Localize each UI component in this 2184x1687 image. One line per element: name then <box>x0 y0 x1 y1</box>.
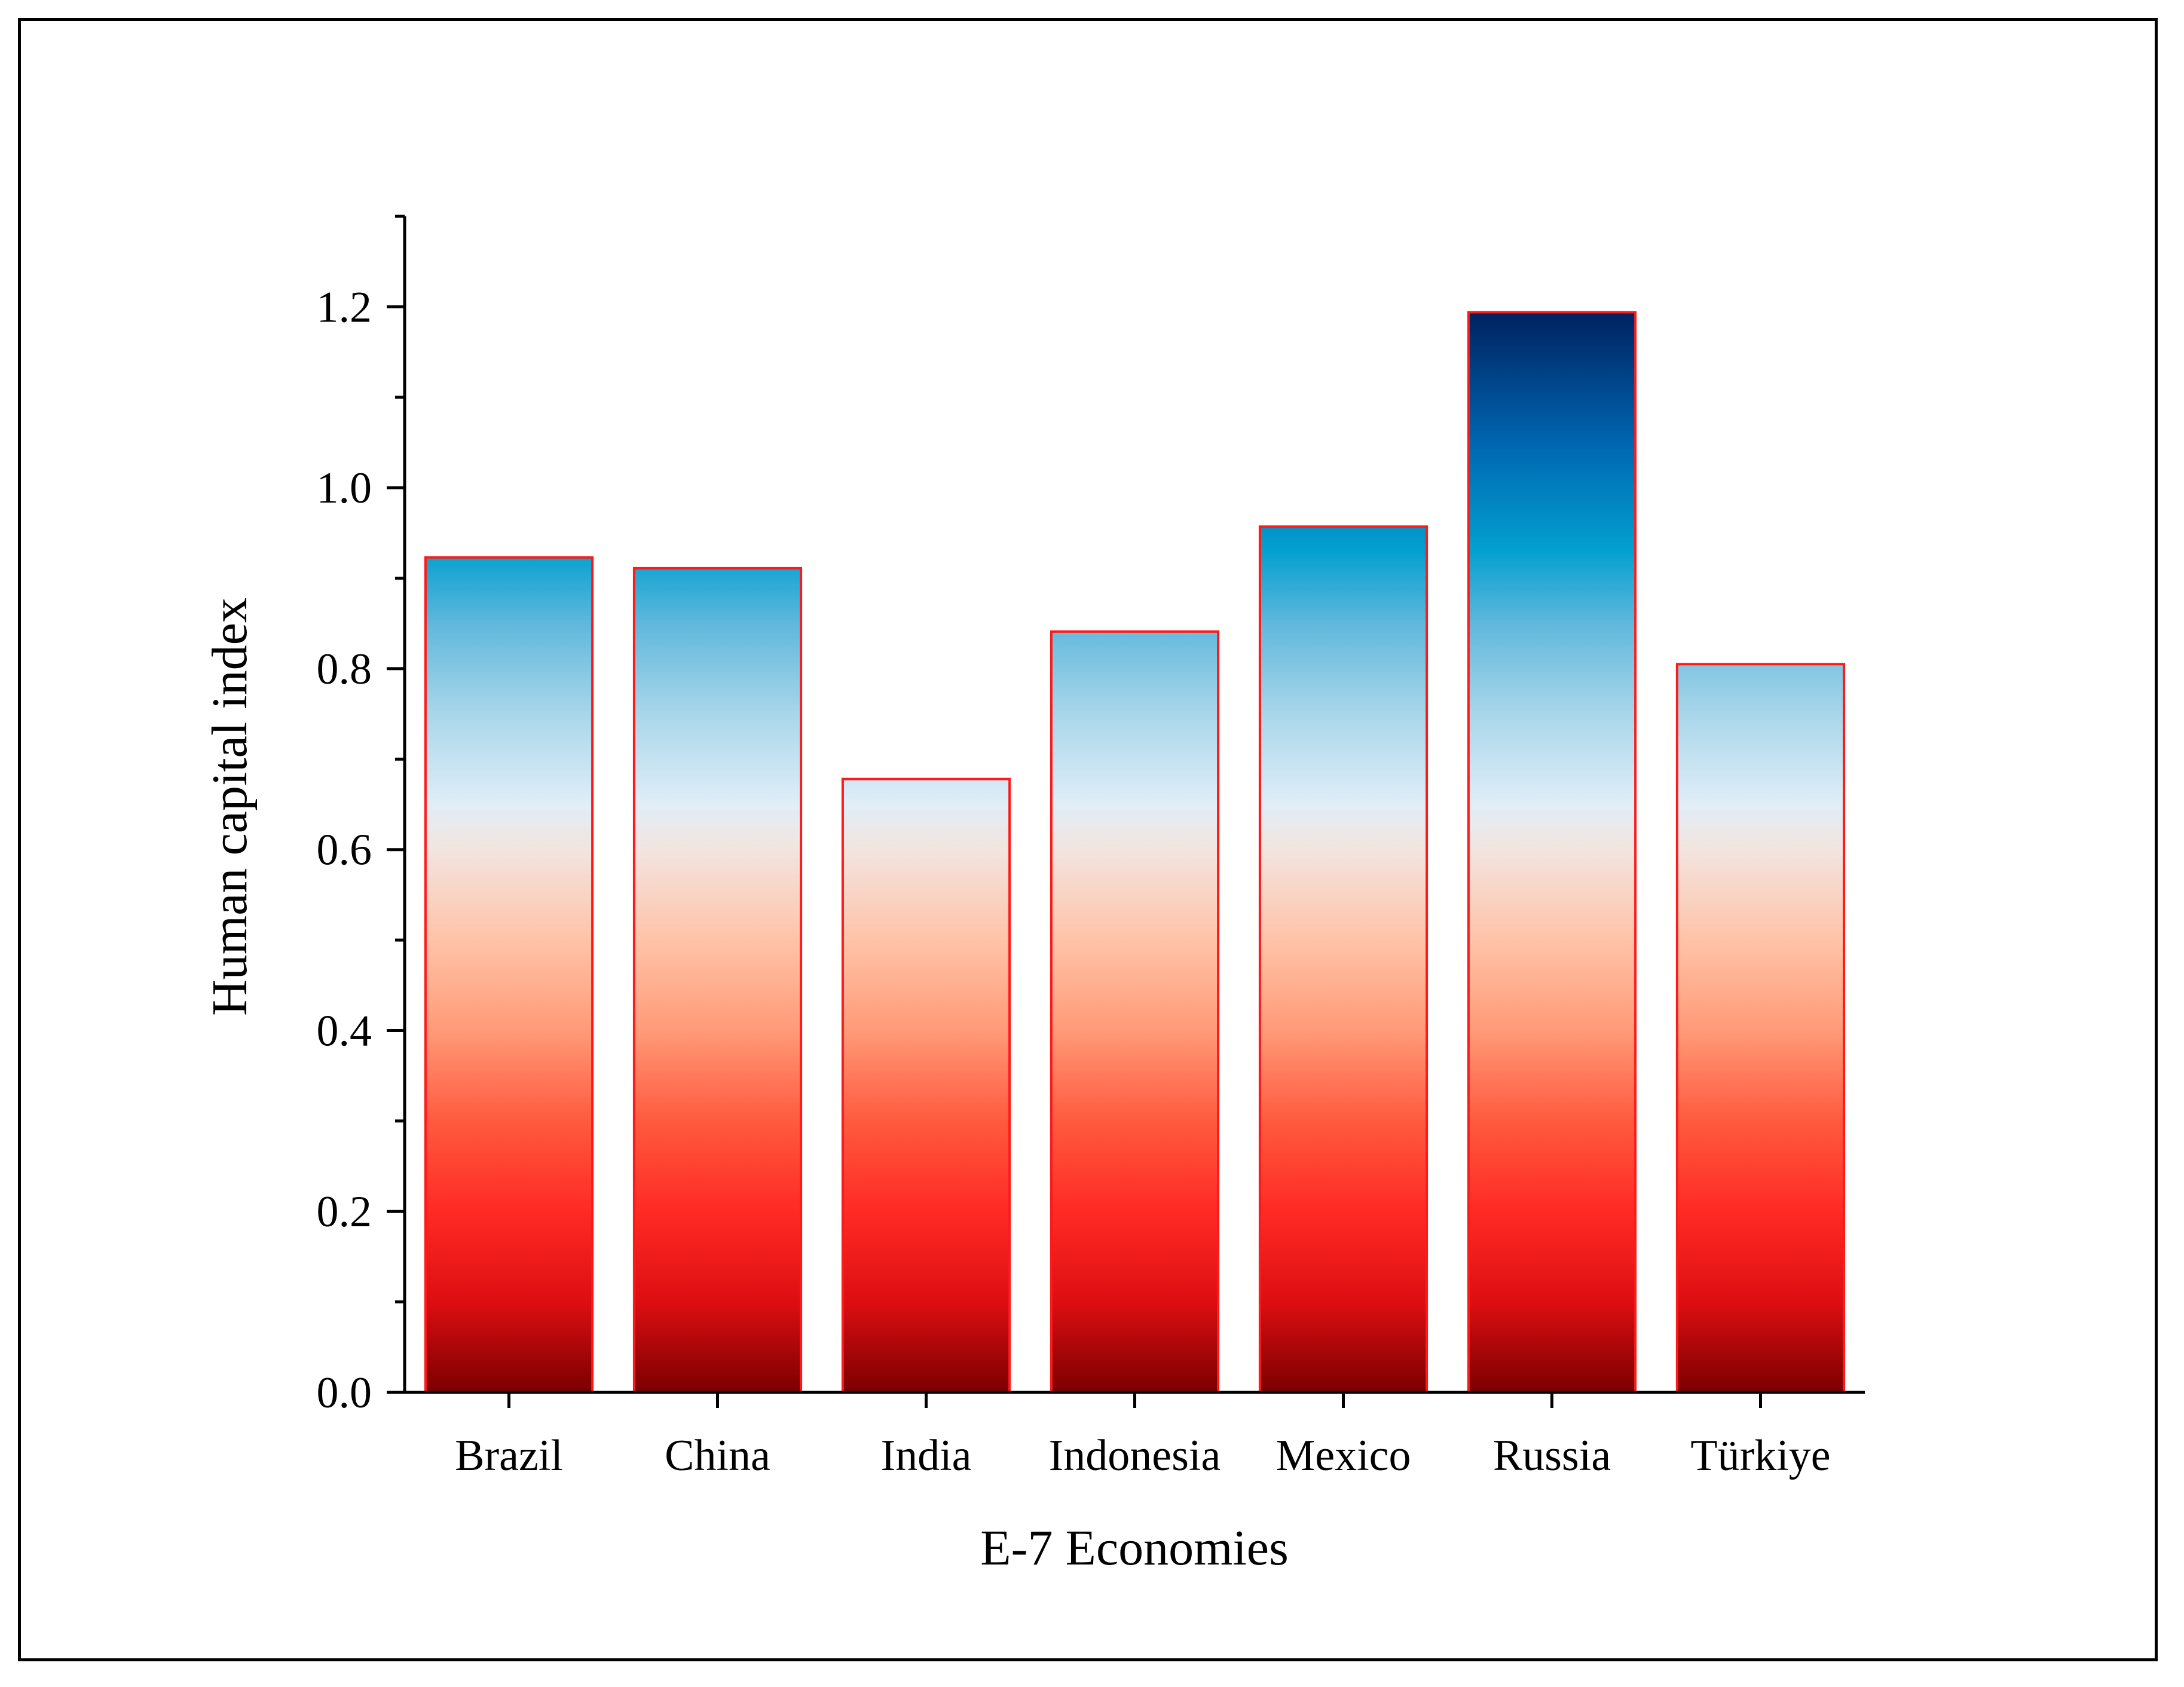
y-tick-label: 0.6 <box>317 826 372 875</box>
y-tick-label: 0.8 <box>317 645 372 694</box>
bar-brazil <box>424 556 594 1394</box>
y-tick-label: 0.4 <box>317 1006 372 1055</box>
x-tick-label: China <box>665 1431 770 1480</box>
x-tick-label: Brazil <box>455 1431 563 1480</box>
y-axis-title: Human capital index <box>202 598 258 1016</box>
y-tick-label: 0.2 <box>317 1187 372 1236</box>
x-tick-label: Russia <box>1493 1431 1611 1480</box>
x-tick-label: Indonesia <box>1049 1431 1221 1480</box>
x-tick-label: Türkiye <box>1690 1431 1830 1480</box>
figure-frame <box>18 18 2158 1661</box>
y-tick-label: 0.0 <box>317 1368 372 1417</box>
bar-indonesia <box>1050 630 1220 1394</box>
y-tick-label: 1.2 <box>317 283 372 332</box>
x-axis-title: E-7 Economies <box>980 1520 1289 1576</box>
bar-india <box>841 777 1011 1394</box>
bar-russia <box>1467 311 1637 1394</box>
bars-group <box>424 311 1846 1394</box>
y-ticks-group: 0.0 0.2 0.4 0.6 0.8 1.0 1.2 <box>317 215 405 1417</box>
x-tick-label: India <box>880 1431 971 1480</box>
x-tick-label: Mexico <box>1275 1431 1411 1480</box>
bar-trkiye <box>1675 663 1846 1394</box>
y-tick-label: 1.0 <box>317 464 372 513</box>
bar-china <box>632 567 803 1394</box>
x-ticks-group: Brazil China India Indonesia Mexico Russia Tür… <box>455 1392 1831 1480</box>
bar-mexico <box>1258 525 1429 1394</box>
